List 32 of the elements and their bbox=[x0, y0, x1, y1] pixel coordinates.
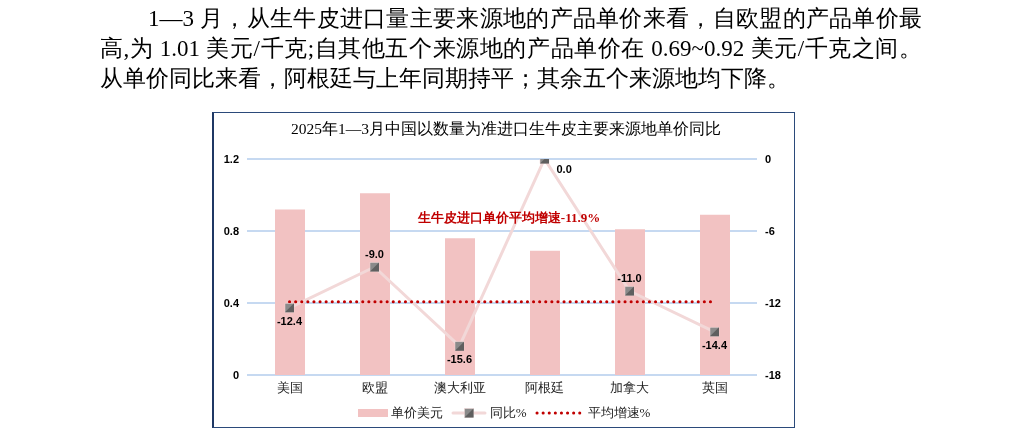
x-tick-label: 阿根廷 bbox=[525, 380, 564, 396]
annotation: 生牛皮进口单价平均增速-11.9% bbox=[416, 209, 602, 227]
y-tick-label: 0.8 bbox=[223, 224, 239, 237]
bar bbox=[360, 193, 390, 375]
x-tick-label: 加拿大 bbox=[610, 380, 649, 396]
x-tick-label: 澳大利亚 bbox=[433, 380, 486, 396]
y2-tick-label: -12 bbox=[765, 296, 781, 309]
bar bbox=[530, 250, 560, 375]
legend-label: 同比% bbox=[489, 404, 527, 422]
bar bbox=[700, 214, 730, 375]
data-label: -9.0 bbox=[365, 248, 384, 260]
y-tick-label: 0.4 bbox=[223, 296, 240, 309]
bar bbox=[615, 229, 645, 375]
data-label: -11.0 bbox=[617, 272, 642, 284]
bar bbox=[445, 238, 475, 375]
legend-label: 平均增速% bbox=[587, 404, 651, 422]
chart-title: 2025年1—3月中国以数量为准进口生牛皮主要来源地单价同比 bbox=[290, 119, 722, 139]
y2-tick-label: 0 bbox=[765, 152, 772, 165]
legend-label: 单价美元 bbox=[390, 404, 443, 422]
x-tick-label: 美国 bbox=[276, 380, 303, 396]
x-tick-label: 欧盟 bbox=[361, 380, 388, 396]
data-label: 0.0 bbox=[556, 163, 572, 175]
y-tick-label: 0 bbox=[232, 368, 239, 381]
text: 1—3 月，从生牛皮进口量主要来源地的产品单价来看，自欧盟的产品单价最高,为 1.01 美元/千克;自其他五个来源地的产品单价在 0.69~0.92 美元/千克之间。从单价同比来看，阿根廷与上年同期持平；其余五个来源地均下降。 bbox=[100, 5, 922, 93]
y2-tick-label: -18 bbox=[765, 368, 781, 381]
data-label: -15.6 bbox=[446, 353, 473, 366]
data-label: -12.4 bbox=[276, 314, 303, 327]
bar bbox=[275, 209, 305, 375]
data-label: -14.4 bbox=[701, 338, 728, 351]
y2-tick-label: -6 bbox=[765, 224, 775, 237]
y-tick-label: 1.2 bbox=[223, 152, 239, 165]
x-tick-label: 英国 bbox=[701, 380, 728, 396]
